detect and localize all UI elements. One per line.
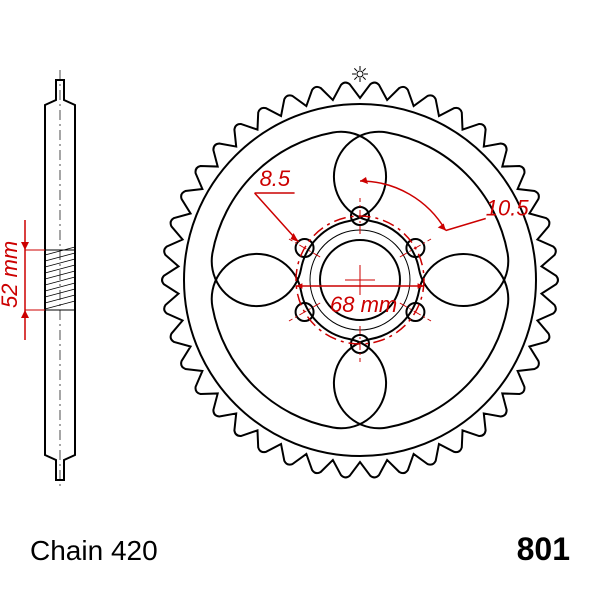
part-number-label: 801 xyxy=(517,531,570,567)
sprocket-side-profile xyxy=(45,70,75,490)
svg-text:8.5: 8.5 xyxy=(260,166,291,191)
svg-text:10.5: 10.5 xyxy=(486,196,530,221)
svg-text:52 mm: 52 mm xyxy=(0,241,22,308)
chain-spec-label: Chain 420 xyxy=(30,535,158,566)
svg-text:68 mm: 68 mm xyxy=(330,292,397,317)
dimension-annotations: 68 mm 8.5 10.5 52 mm xyxy=(0,166,529,362)
